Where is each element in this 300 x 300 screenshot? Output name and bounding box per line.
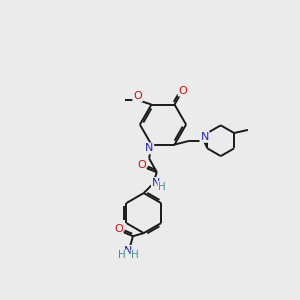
Text: H: H xyxy=(131,250,139,260)
Text: O: O xyxy=(178,86,188,96)
Text: N: N xyxy=(124,246,133,256)
Text: O: O xyxy=(114,224,123,234)
Text: N: N xyxy=(152,178,160,188)
Text: H: H xyxy=(158,182,166,192)
Text: N: N xyxy=(200,132,209,142)
Text: O: O xyxy=(137,160,146,170)
Text: O: O xyxy=(133,91,142,101)
Text: H: H xyxy=(118,250,126,260)
Text: N: N xyxy=(145,143,153,153)
